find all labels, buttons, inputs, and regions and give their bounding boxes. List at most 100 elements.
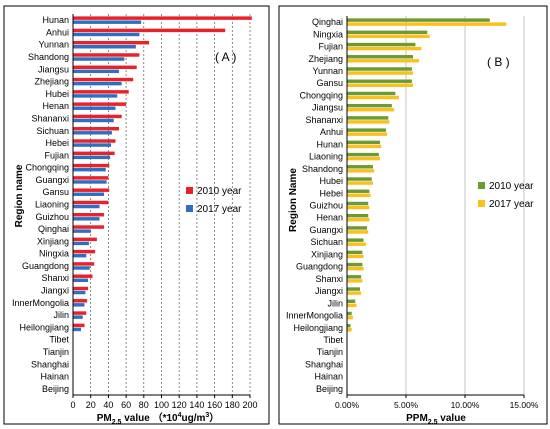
a-category-label: Hunan bbox=[42, 15, 69, 25]
b-category-label: Chongqing bbox=[299, 90, 343, 100]
b-bar-2010-year-qinghai bbox=[347, 18, 490, 22]
b-bar-2017-year-guangdong bbox=[347, 266, 364, 271]
a-bar-2010-year-hunan bbox=[73, 16, 252, 20]
b-bar-2017-year-guizhou bbox=[347, 205, 370, 210]
a-x-tick-label: 140 bbox=[189, 400, 204, 410]
a-bar-2010-year-sichuan bbox=[73, 127, 120, 131]
b-category-label: Guizhou bbox=[309, 201, 343, 211]
b-x-tick-label: 0.00% bbox=[335, 400, 360, 410]
a-bar-2017-year-sichuan bbox=[73, 131, 112, 135]
a-bar-2017-year-jilin bbox=[73, 315, 83, 319]
a-bar-2017-year-guizhou bbox=[73, 217, 100, 221]
b-category-label: Henan bbox=[316, 213, 343, 223]
a-bar-2010-year-henan bbox=[73, 102, 127, 106]
b-bar-2017-year-heilongjiang bbox=[347, 328, 352, 332]
a-bar-2010-year-jiangxi bbox=[73, 286, 89, 291]
panel-b: Qinghai Ningxia Fujian Zhejiang Yunnan Gansu C… bbox=[278, 5, 548, 426]
b-legend-swatch-2010-year bbox=[478, 182, 485, 189]
a-bar-2017-year-zhejiang bbox=[73, 81, 122, 86]
b-bar-2017-year-qinghai bbox=[347, 22, 507, 26]
a-bar-2010-year-jiangsu bbox=[73, 65, 137, 70]
b-category-label: Jiangxi bbox=[315, 286, 343, 296]
a-bar-2017-year-shanxi bbox=[73, 278, 89, 282]
a-bar-2010-year-gansu bbox=[73, 188, 110, 192]
a-bar-2010-year-fujian bbox=[73, 151, 115, 156]
b-bar-2017-year-xinjiang bbox=[347, 254, 364, 259]
a-category-label: Shanghai bbox=[31, 359, 69, 369]
b-category-label: Ningxia bbox=[313, 29, 343, 39]
a-bar-2010-year-guizhou bbox=[73, 213, 104, 217]
a-category-label: Zhejiang bbox=[34, 77, 69, 87]
a-bar-2017-year-ningxia bbox=[73, 253, 87, 258]
a-category-label: Shanxi bbox=[41, 273, 69, 283]
b-bar-2010-year-xinjiang bbox=[347, 250, 363, 255]
b-bar-2010-year-henan bbox=[347, 213, 369, 218]
a-category-label: Jiangsu bbox=[38, 64, 69, 74]
b-category-label: Tibet bbox=[323, 335, 343, 345]
a-bar-2010-year-liaoning bbox=[73, 200, 109, 205]
a-bar-2010-year-heilongjiang bbox=[73, 323, 85, 328]
b-bar-2017-year-zhejiang bbox=[347, 59, 419, 63]
a-bar-2017-year-hubei bbox=[73, 94, 118, 98]
a-bar-2010-year-anhui bbox=[73, 28, 226, 33]
a-bar-2010-year-hebei bbox=[73, 139, 116, 143]
b-category-label: Jiangsu bbox=[312, 103, 343, 113]
panel-b-bars bbox=[347, 18, 507, 332]
panel-b-xlabel: PPM2.5 value bbox=[406, 413, 466, 426]
panel-a-tick-labels: 0 20 40 60 80 100 120 140 160 180 200 bbox=[70, 400, 257, 410]
a-bar-2017-year-shandong bbox=[73, 57, 125, 61]
a-category-label: Heilongjiang bbox=[19, 322, 69, 332]
b-bar-2010-year-guizhou bbox=[347, 201, 369, 206]
a-bar-2017-year-yunnan bbox=[73, 45, 136, 49]
panel-b-grid bbox=[405, 16, 525, 395]
panel-a-legend: 2010 year 2017 year bbox=[186, 186, 242, 215]
a-bar-2017-year-heilongjiang bbox=[73, 327, 81, 332]
b-x-tick-label: 5.00% bbox=[394, 400, 419, 410]
a-bar-2017-year-guangdong bbox=[73, 266, 90, 270]
a-bar-2010-year-qinghai bbox=[73, 225, 104, 229]
a-category-label: Tianjin bbox=[43, 347, 69, 357]
a-category-label: Guangxi bbox=[35, 175, 69, 185]
a-category-label: Qinghai bbox=[38, 224, 69, 234]
b-bar-2010-year-fujian bbox=[347, 42, 416, 47]
b-bar-2017-year-sichuan bbox=[347, 242, 366, 246]
a-bar-2017-year-hebei bbox=[73, 143, 112, 147]
b-category-label: Hunan bbox=[316, 139, 343, 149]
b-bar-2010-year-jiangsu bbox=[347, 103, 392, 108]
b-x-tick-label: 15.00% bbox=[510, 400, 539, 410]
b-bar-2017-year-chongqing bbox=[347, 95, 399, 100]
a-category-label: Jilin bbox=[53, 310, 69, 320]
b-legend-swatch-2017-year bbox=[478, 200, 485, 207]
a-bar-2017-year-henan bbox=[73, 106, 116, 110]
b-bar-2010-year-guangdong bbox=[347, 262, 363, 267]
a-category-label: Anhui bbox=[46, 27, 69, 37]
b-category-label: Hubei bbox=[319, 176, 343, 186]
b-bar-2010-year-hebei bbox=[347, 189, 370, 193]
a-category-label: Hubei bbox=[45, 89, 69, 99]
b-bar-2017-year-hubei bbox=[347, 181, 373, 185]
panel-b-legend: 2010 year 2017 year bbox=[478, 181, 534, 210]
panel-a-axes bbox=[72, 14, 251, 398]
a-bar-2010-year-chongqing bbox=[73, 163, 110, 168]
a-bar-2017-year-liaoning bbox=[73, 204, 100, 209]
a-category-label: Xinjiang bbox=[37, 236, 69, 246]
b-bar-2010-year-sichuan bbox=[347, 238, 364, 242]
a-x-tick-label: 180 bbox=[225, 400, 240, 410]
b-bar-2010-year-yunnan bbox=[347, 67, 412, 71]
a-legend-swatch-2010-year bbox=[186, 187, 193, 194]
a-category-label: Guangdong bbox=[22, 261, 69, 271]
a-category-label: Henan bbox=[42, 101, 69, 111]
b-bar-2017-year-shandong bbox=[347, 169, 375, 173]
panel-a-label: ( A ) bbox=[215, 50, 236, 64]
b-bar-2010-year-ningxia bbox=[347, 30, 428, 35]
b-bar-2017-year-fujian bbox=[347, 46, 422, 51]
b-category-label: Beijing bbox=[316, 384, 343, 394]
b-category-label: Guangxi bbox=[309, 225, 343, 235]
a-category-label: Hainan bbox=[40, 372, 69, 382]
b-bar-2017-year-henan bbox=[347, 218, 370, 222]
a-category-label: Guizhou bbox=[35, 212, 69, 222]
b-bar-2017-year-anhui bbox=[347, 132, 388, 136]
a-category-label: Liaoning bbox=[35, 200, 69, 210]
b-category-label: Xinjiang bbox=[311, 249, 343, 259]
